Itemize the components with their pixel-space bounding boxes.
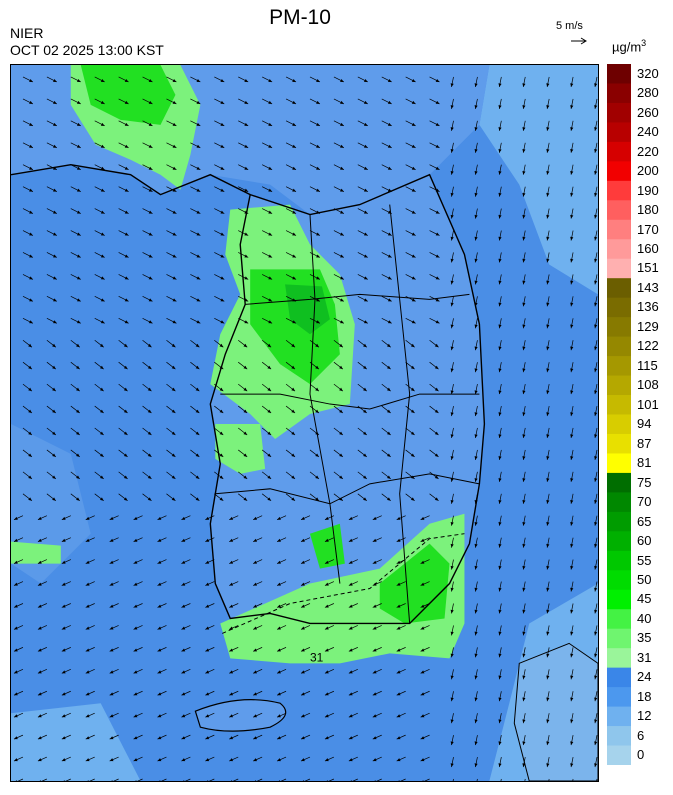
north-coastline xyxy=(11,164,251,196)
legend-band-129 xyxy=(607,317,631,338)
legend-band-200 xyxy=(607,161,631,182)
province-boundary-5 xyxy=(389,204,411,624)
legend-label-190: 190 xyxy=(637,182,659,198)
wind-vector-field xyxy=(13,76,598,781)
legend-label-280: 280 xyxy=(637,85,659,101)
legend-label-0: 0 xyxy=(637,747,645,763)
legend-label-170: 170 xyxy=(637,221,659,237)
province-boundary-1 xyxy=(245,293,470,305)
wind-scale-arrow-icon xyxy=(571,37,587,45)
legend-band-280 xyxy=(607,83,631,104)
legend-band-24 xyxy=(607,667,631,688)
legend-band-143 xyxy=(607,278,631,299)
jeju-island xyxy=(194,699,287,732)
province-boundary-3 xyxy=(215,473,480,505)
legend-label-45: 45 xyxy=(637,591,652,607)
legend-label-18: 18 xyxy=(637,688,652,704)
legend-band-31 xyxy=(607,648,631,669)
legend-label-200: 200 xyxy=(637,163,659,179)
contour-label: 31 xyxy=(310,650,324,664)
legend-label-65: 65 xyxy=(637,513,652,529)
legend-band-81 xyxy=(607,453,631,474)
legend-band-6 xyxy=(607,726,631,747)
pm-zone-south-coast xyxy=(220,513,465,664)
legend-band-240 xyxy=(607,122,631,143)
legend-label-136: 136 xyxy=(637,299,659,315)
province-boundary-4 xyxy=(309,214,341,584)
legend-label-240: 240 xyxy=(637,124,659,140)
peninsula-coastline xyxy=(209,173,486,625)
legend-band-151 xyxy=(607,258,631,279)
legend-label-55: 55 xyxy=(637,552,652,568)
legend-band-220 xyxy=(607,141,631,162)
unit-label: µg/m3 xyxy=(612,38,647,55)
legend-band-18 xyxy=(607,687,631,708)
legend-label-35: 35 xyxy=(637,630,652,646)
legend-label-50: 50 xyxy=(637,572,652,587)
legend-band-170 xyxy=(607,219,631,240)
legend-label-70: 70 xyxy=(637,494,652,510)
legend-band-65 xyxy=(607,511,631,532)
pm-zone-south-core xyxy=(379,543,450,624)
agency-label: NIER xyxy=(10,25,44,41)
legend-label-129: 129 xyxy=(637,318,659,334)
legend-label-12: 12 xyxy=(637,708,652,724)
legend-label-94: 94 xyxy=(637,416,652,432)
contour-31-line xyxy=(222,533,465,634)
pm-zone-west-coast xyxy=(215,423,266,474)
legend-band-50 xyxy=(607,570,631,591)
legend-label-260: 260 xyxy=(637,104,659,120)
legend-label-40: 40 xyxy=(637,610,652,626)
pm10-map: 31 xyxy=(10,64,599,782)
forecast-datetime: OCT 02 2025 13:00 KST xyxy=(10,42,164,58)
legend-band-75 xyxy=(607,472,631,493)
legend-band-40 xyxy=(607,609,631,630)
legend-band-160 xyxy=(607,239,631,260)
legend-band-70 xyxy=(607,492,631,513)
legend-label-108: 108 xyxy=(637,377,659,393)
legend-label-220: 220 xyxy=(637,143,659,159)
legend-label-31: 31 xyxy=(637,649,652,665)
legend-label-75: 75 xyxy=(637,474,652,490)
legend-band-180 xyxy=(607,200,631,221)
color-legend-bar xyxy=(607,64,631,765)
province-boundary-2 xyxy=(220,393,480,410)
legend-band-260 xyxy=(607,102,631,123)
legend-band-12 xyxy=(607,706,631,727)
legend-label-101: 101 xyxy=(637,396,659,412)
legend-band-115 xyxy=(607,356,631,377)
legend-band-35 xyxy=(607,628,631,649)
legend-label-160: 160 xyxy=(637,240,659,256)
legend-label-115: 115 xyxy=(637,357,658,373)
legend-band-55 xyxy=(607,550,631,571)
legend-band-45 xyxy=(607,589,631,610)
legend-label-60: 60 xyxy=(637,533,652,549)
legend-label-122: 122 xyxy=(637,338,659,354)
pm-zone-west-sea xyxy=(11,541,61,564)
legend-label-143: 143 xyxy=(637,279,659,295)
legend-band-320 xyxy=(607,64,631,84)
legend-band-87 xyxy=(607,433,631,454)
legend-label-151: 151 xyxy=(637,260,659,276)
legend-band-122 xyxy=(607,336,631,357)
japan-landmass xyxy=(513,642,598,781)
legend-band-101 xyxy=(607,395,631,415)
legend-label-24: 24 xyxy=(637,669,652,685)
legend-band-108 xyxy=(607,375,631,396)
legend-band-136 xyxy=(607,297,631,318)
wind-scale-label: 5 m/s xyxy=(556,20,583,32)
legend-band-190 xyxy=(607,180,631,201)
legend-band-94 xyxy=(607,414,631,435)
legend-label-180: 180 xyxy=(637,202,659,218)
legend-label-87: 87 xyxy=(637,435,652,451)
legend-band-60 xyxy=(607,531,631,552)
legend-band-0 xyxy=(607,745,631,765)
legend-label-320: 320 xyxy=(637,65,659,81)
legend-label-81: 81 xyxy=(637,455,652,471)
sea-light-southwest xyxy=(11,703,141,781)
legend-label-6: 6 xyxy=(637,727,645,743)
map-title: PM-10 xyxy=(269,6,331,29)
sea-light-east xyxy=(479,65,598,295)
pm-zone-northwest-core xyxy=(80,65,176,125)
